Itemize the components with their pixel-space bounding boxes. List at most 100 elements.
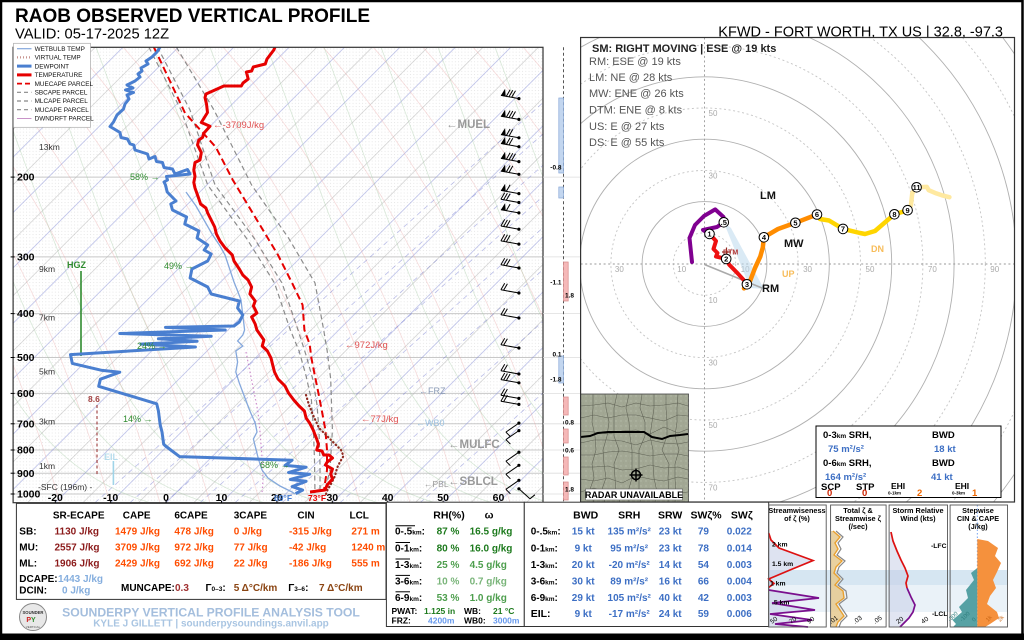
svg-text:0.3: 0.3	[175, 583, 189, 594]
svg-text:←MUEL: ←MUEL	[446, 119, 490, 131]
svg-text:SRH: SRH	[618, 510, 640, 522]
svg-text:3km: 3km	[39, 416, 55, 426]
svg-text:555 m: 555 m	[351, 559, 379, 570]
svg-text:0: 0	[827, 488, 832, 499]
svg-text:41 kt: 41 kt	[931, 472, 953, 483]
svg-text:LCL: LCL	[349, 511, 368, 522]
svg-text:BWD: BWD	[573, 510, 598, 522]
svg-text:30: 30	[615, 265, 624, 274]
svg-text:WETBULB TEMP: WETBULB TEMP	[35, 46, 85, 53]
svg-text:95 m²/s²: 95 m²/s²	[610, 544, 648, 555]
svg-text:1.125 in: 1.125 in	[424, 606, 455, 616]
svg-text:-42 J/kg: -42 J/kg	[289, 543, 326, 554]
svg-text:(/sec): (/sec)	[848, 522, 868, 531]
svg-text:0-3km SRH,: 0-3km SRH,	[823, 430, 871, 441]
svg-text:2 km: 2 km	[772, 542, 788, 549]
svg-text:2: 2	[724, 255, 728, 264]
svg-text:1.5 km: 1.5 km	[772, 561, 793, 568]
svg-text:90: 90	[990, 265, 999, 274]
svg-text:50: 50	[709, 109, 718, 118]
svg-text:0.003: 0.003	[727, 560, 752, 571]
svg-text:US: E @ 27 kts: US: E @ 27 kts	[589, 121, 665, 133]
svg-text:RM: ESE @ 19 kts: RM: ESE @ 19 kts	[589, 56, 681, 68]
svg-text:(J/kg): (J/kg)	[968, 522, 988, 531]
svg-text:79: 79	[698, 527, 710, 538]
svg-text:164 m²/s²: 164 m²/s²	[825, 472, 866, 483]
svg-text:0.022: 0.022	[727, 527, 752, 538]
svg-text:DCIN:: DCIN:	[19, 586, 47, 597]
svg-text:MU:: MU:	[19, 543, 38, 554]
svg-text:←PBL: ←PBL	[424, 479, 449, 489]
svg-text:30: 30	[709, 359, 718, 368]
svg-text:4: 4	[762, 233, 767, 242]
svg-text:77 J/kg: 77 J/kg	[234, 543, 268, 554]
svg-text:.5 km: .5 km	[772, 600, 789, 607]
svg-text:0-6km SRH,: 0-6km SRH,	[823, 458, 871, 469]
svg-text:ω: ω	[485, 510, 494, 522]
svg-text:700: 700	[17, 418, 35, 430]
svg-text:0.7 g/kg: 0.7 g/kg	[470, 576, 507, 587]
svg-text:DEWPOINT: DEWPOINT	[35, 63, 70, 70]
svg-text:6-9km:: 6-9km:	[531, 593, 558, 604]
svg-text:30: 30	[709, 171, 718, 180]
svg-text:7: 7	[841, 225, 845, 234]
svg-text:4200m: 4200m	[428, 616, 455, 626]
svg-text:Storm Relative: Storm Relative	[892, 506, 943, 515]
svg-text:EHI: EHI	[891, 481, 905, 491]
svg-text:30: 30	[803, 265, 812, 274]
svg-text:15 kt: 15 kt	[572, 527, 595, 538]
svg-text:2557 J/kg: 2557 J/kg	[55, 543, 100, 554]
svg-text:75 m²/s²: 75 m²/s²	[828, 444, 864, 455]
svg-text:LM: LM	[760, 190, 776, 202]
svg-text:RM: RM	[762, 283, 779, 295]
svg-text:22 J/kg: 22 J/kg	[234, 559, 268, 570]
svg-text:600: 600	[17, 388, 35, 400]
svg-text:MW: ENE @ 26 kts: MW: ENE @ 26 kts	[589, 88, 684, 100]
svg-text:692 J/kg: 692 J/kg	[174, 559, 213, 570]
svg-text:87 %: 87 %	[437, 527, 460, 538]
svg-text:0.6: 0.6	[565, 448, 574, 455]
svg-text:1: 1	[707, 230, 711, 239]
svg-text:13km: 13km	[39, 142, 60, 152]
svg-text:24% →: 24% →	[137, 341, 167, 351]
svg-text:8.6: 8.6	[88, 394, 100, 404]
svg-text:53 %: 53 %	[437, 593, 460, 604]
svg-text:1 km: 1 km	[770, 581, 786, 588]
svg-text:DN: DN	[871, 244, 884, 254]
svg-text:50: 50	[437, 492, 449, 504]
svg-text:0.014: 0.014	[727, 544, 752, 555]
svg-text:of ζ (%): of ζ (%)	[784, 514, 810, 523]
svg-text:0-1km: 0-1km	[888, 491, 901, 496]
svg-text:59: 59	[698, 609, 710, 620]
svg-text:RAOB OBSERVED VERTICAL PROFILE: RAOB OBSERVED VERTICAL PROFILE	[15, 6, 370, 27]
svg-text:50: 50	[866, 265, 875, 274]
svg-text:.01: .01	[828, 615, 840, 626]
svg-text:DWNDRFT PARCEL: DWNDRFT PARCEL	[35, 116, 95, 123]
svg-text:0: 0	[862, 488, 867, 499]
svg-text:900: 900	[17, 468, 35, 480]
svg-text:-LCL: -LCL	[932, 611, 947, 618]
svg-text:-186 J/kg: -186 J/kg	[289, 559, 332, 570]
svg-text:5km: 5km	[39, 366, 55, 376]
svg-text:BWD: BWD	[932, 430, 955, 441]
svg-text:0-1km:: 0-1km:	[395, 544, 422, 555]
svg-text:Γ3–6:: Γ3–6:	[288, 583, 308, 594]
svg-text:0-3km: 0-3km	[952, 491, 965, 496]
svg-text:TEMPERATURE: TEMPERATURE	[35, 72, 83, 79]
svg-text:0-1km:: 0-1km:	[531, 544, 558, 555]
svg-text:2: 2	[917, 488, 922, 499]
svg-text:SBCAPE PARCEL: SBCAPE PARCEL	[35, 90, 88, 97]
svg-text:30: 30	[326, 492, 338, 504]
svg-text:FRZ:: FRZ:	[392, 616, 412, 626]
svg-text:LM: NE @ 28 kts: LM: NE @ 28 kts	[589, 72, 673, 84]
svg-text:SM: RIGHT MOVING | ESE @ 19 kt: SM: RIGHT MOVING | ESE @ 19 kts	[592, 43, 776, 55]
svg-text:80 %: 80 %	[437, 544, 460, 555]
svg-text:-0.8: -0.8	[550, 165, 562, 172]
svg-text:6-9km:: 6-9km:	[395, 593, 422, 604]
svg-text:0.003: 0.003	[727, 593, 752, 604]
svg-text:MW: MW	[784, 238, 804, 250]
svg-text:SB:: SB:	[19, 527, 36, 538]
svg-text:49% →: 49% →	[164, 261, 194, 271]
svg-text:1443 J/kg: 1443 J/kg	[58, 574, 103, 585]
svg-text:-315 J/kg: -315 J/kg	[289, 527, 332, 538]
